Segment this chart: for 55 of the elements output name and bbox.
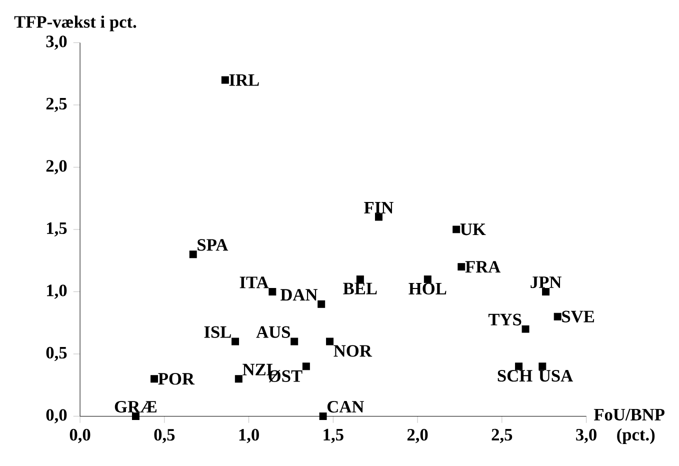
point xyxy=(538,362,546,370)
point xyxy=(326,338,334,346)
y-tick-label: 0,5 xyxy=(46,347,67,362)
y-axis-title: TFP-vækst i pct. xyxy=(14,16,136,32)
point xyxy=(150,375,158,383)
annotation: USA xyxy=(538,370,573,382)
y-tick-label: 0,0 xyxy=(46,409,67,424)
annotation: JPN xyxy=(530,276,562,288)
annotation: ISL xyxy=(204,326,231,338)
annotation: TYS xyxy=(488,314,522,326)
point xyxy=(319,412,327,420)
annotation: DAN xyxy=(280,289,318,301)
x-tick-label: 2,0 xyxy=(407,429,428,444)
point xyxy=(374,213,382,221)
y-tick-label: 2,0 xyxy=(46,160,67,175)
point xyxy=(234,375,242,383)
y-tick-label: 1,5 xyxy=(47,222,67,237)
x-tick-label: 1,5 xyxy=(324,429,344,444)
annotation: POR xyxy=(158,373,195,385)
y-tick-label: 3,0 xyxy=(46,36,67,50)
annotation: HOL xyxy=(408,283,446,295)
point xyxy=(424,276,432,284)
annotation: BEL xyxy=(343,283,377,294)
x-tick-label: 0,5 xyxy=(154,429,175,444)
point xyxy=(542,288,550,296)
annotation: IRL xyxy=(229,74,259,86)
annotation: SVE xyxy=(562,310,594,323)
annotation: CAN xyxy=(327,401,364,413)
x-tick-label: 2,5 xyxy=(492,429,512,444)
annotation: SCH xyxy=(498,370,532,382)
point xyxy=(221,76,229,84)
point xyxy=(515,362,523,370)
annotation: GRÆ xyxy=(114,401,157,413)
point xyxy=(522,326,530,334)
point xyxy=(554,313,562,321)
annotation: FRA xyxy=(465,261,501,273)
annotation: FIN xyxy=(364,202,394,214)
annotation: UK xyxy=(460,224,486,236)
y-tick-label: 1,0 xyxy=(47,284,67,300)
point xyxy=(318,300,326,308)
point xyxy=(290,338,298,346)
point xyxy=(458,263,466,271)
x-tick-label: 1,0 xyxy=(239,429,259,444)
x-tick-label: 0,0 xyxy=(70,429,90,444)
y-tick-label: 2,5 xyxy=(46,98,67,112)
annotation: ITA xyxy=(240,276,269,288)
point xyxy=(452,226,460,234)
annotation: NOR xyxy=(334,345,372,357)
point xyxy=(268,288,276,296)
annotation: AUS xyxy=(256,326,290,338)
point xyxy=(189,250,197,258)
point xyxy=(302,362,310,370)
point xyxy=(132,412,140,420)
point xyxy=(232,338,240,346)
annotation: SPA xyxy=(198,239,228,251)
